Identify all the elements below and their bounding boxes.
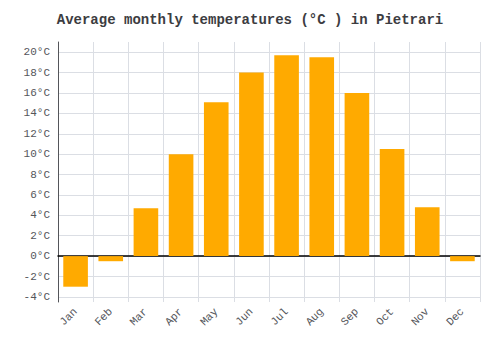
svg-text:18°C: 18°C: [24, 67, 51, 79]
svg-text:14°C: 14°C: [24, 107, 51, 119]
svg-text:Sep: Sep: [339, 306, 361, 328]
svg-text:4°C: 4°C: [30, 209, 50, 221]
svg-text:Oct: Oct: [374, 306, 396, 328]
svg-text:Jul: Jul: [268, 306, 290, 328]
svg-text:Jun: Jun: [233, 306, 255, 328]
svg-text:Mar: Mar: [128, 306, 150, 328]
svg-text:16°C: 16°C: [24, 87, 51, 99]
svg-text:2°C: 2°C: [30, 230, 50, 242]
svg-text:Apr: Apr: [163, 306, 185, 328]
svg-text:6°C: 6°C: [30, 189, 50, 201]
svg-text:12°C: 12°C: [24, 128, 51, 140]
svg-text:Average monthly temperatures (: Average monthly temperatures (°C ) in Pi…: [57, 12, 443, 28]
svg-text:Aug: Aug: [304, 306, 326, 328]
svg-text:20°C: 20°C: [24, 46, 51, 58]
svg-text:Dec: Dec: [444, 306, 466, 328]
svg-text:8°C: 8°C: [30, 169, 50, 181]
svg-text:0°C: 0°C: [30, 250, 50, 262]
svg-text:10°C: 10°C: [24, 148, 51, 160]
svg-text:Feb: Feb: [93, 306, 115, 328]
svg-text:Jan: Jan: [57, 306, 79, 328]
svg-text:Nov: Nov: [409, 305, 432, 328]
svg-text:May: May: [198, 305, 221, 328]
svg-text:-4°C: -4°C: [24, 291, 51, 303]
svg-text:-2°C: -2°C: [24, 271, 51, 283]
